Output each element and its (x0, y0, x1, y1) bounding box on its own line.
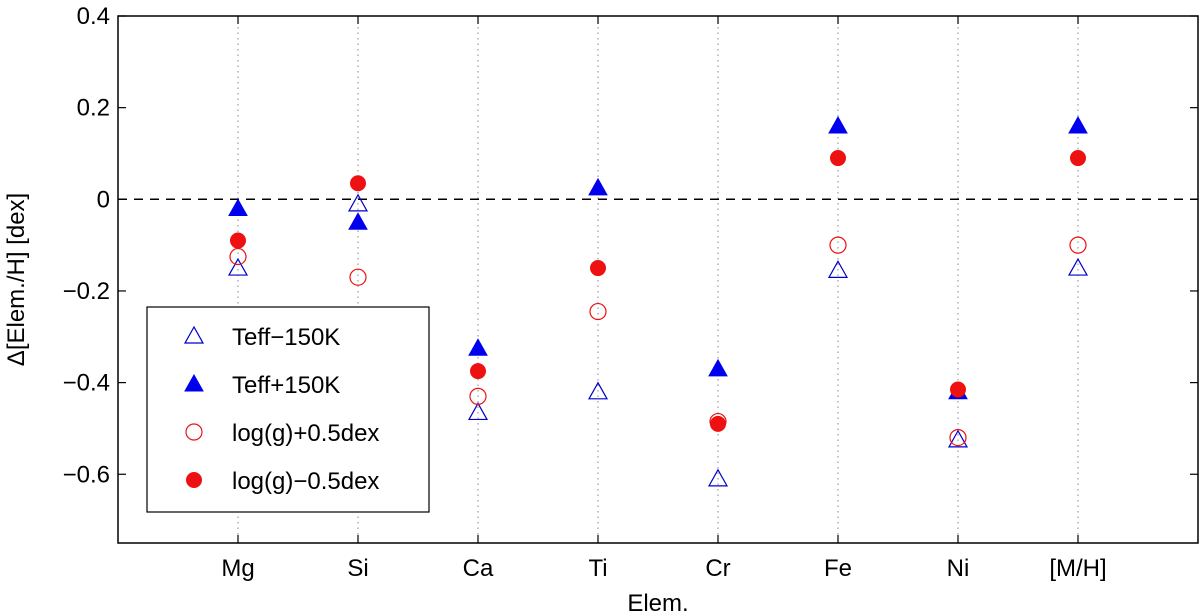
y-tick-label: −0.6 (63, 461, 110, 488)
point-series-3 (829, 236, 847, 254)
x-tick-label: Ca (463, 555, 494, 582)
plot-area-frame (117, 15, 1199, 544)
point-series-3 (349, 268, 367, 286)
point-series-1 (947, 429, 969, 448)
point-series-3 (229, 247, 247, 266)
point-series-1 (827, 260, 849, 278)
point-series-4 (470, 363, 486, 380)
point-series-2 (828, 115, 848, 134)
legend-label-4: log(g)−0.5dex (232, 468, 379, 495)
data-points (227, 115, 1089, 487)
point-series-3 (949, 429, 967, 447)
legend-label-2: Teff+150K (232, 372, 340, 399)
legend-label-3: log(g)+0.5dex (232, 420, 379, 447)
legend-marker-4 (186, 472, 202, 488)
point-series-4 (830, 150, 846, 167)
y-axis-title: Δ[Elem./H] [dex] (3, 193, 30, 366)
point-series-1 (1067, 257, 1089, 276)
point-series-1 (227, 257, 249, 276)
legend-box (146, 306, 430, 513)
point-series-2 (468, 338, 488, 356)
y-tick-label: −0.2 (63, 278, 110, 305)
y-tick-label: 0.4 (77, 3, 110, 30)
axis-ticks: Mg Si Ca Ti Cr Fe Ni [M/H] 0.4 0.2 0 −0.2 −0.4 −0.6 (63, 3, 1198, 582)
x-tick-label: Ni (947, 555, 970, 582)
x-tick-label: Ti (588, 555, 607, 582)
y-tick-label: 0.2 (77, 95, 110, 122)
point-series-1 (467, 402, 489, 421)
point-series-1 (347, 193, 369, 212)
point-series-3 (589, 302, 607, 321)
point-series-4 (230, 232, 246, 249)
legend-marker-2 (184, 373, 204, 392)
x-tick-label: Cr (705, 555, 730, 582)
point-series-2 (348, 212, 368, 230)
point-series-2 (1068, 115, 1088, 134)
x-axis-title: Elem. (627, 590, 688, 615)
point-series-2 (228, 198, 248, 216)
point-series-2 (708, 358, 728, 377)
x-tick-label: Mg (221, 555, 254, 582)
point-series-3 (1069, 236, 1087, 254)
y-tick-label: 0 (97, 186, 110, 213)
x-tick-label: [M/H] (1049, 555, 1106, 582)
x-tick-label: Fe (824, 555, 852, 582)
point-series-4 (590, 260, 606, 277)
point-series-1 (587, 381, 609, 400)
point-series-4 (1070, 150, 1086, 167)
legend-marker-3 (185, 423, 203, 441)
x-tick-label: Si (347, 555, 368, 582)
point-series-3 (469, 387, 487, 405)
point-series-2 (588, 177, 608, 196)
y-tick-label: −0.4 (63, 370, 110, 397)
legend-label-1: Teff−150K (232, 324, 340, 351)
legend: Teff−150K Teff+150K log(g)+0.5dex log(g)−0.… (146, 306, 430, 513)
point-series-4 (350, 175, 366, 192)
point-series-1 (707, 468, 729, 487)
legend-marker-1 (183, 325, 205, 344)
point-series-4 (950, 381, 966, 398)
point-series-4 (710, 415, 726, 432)
